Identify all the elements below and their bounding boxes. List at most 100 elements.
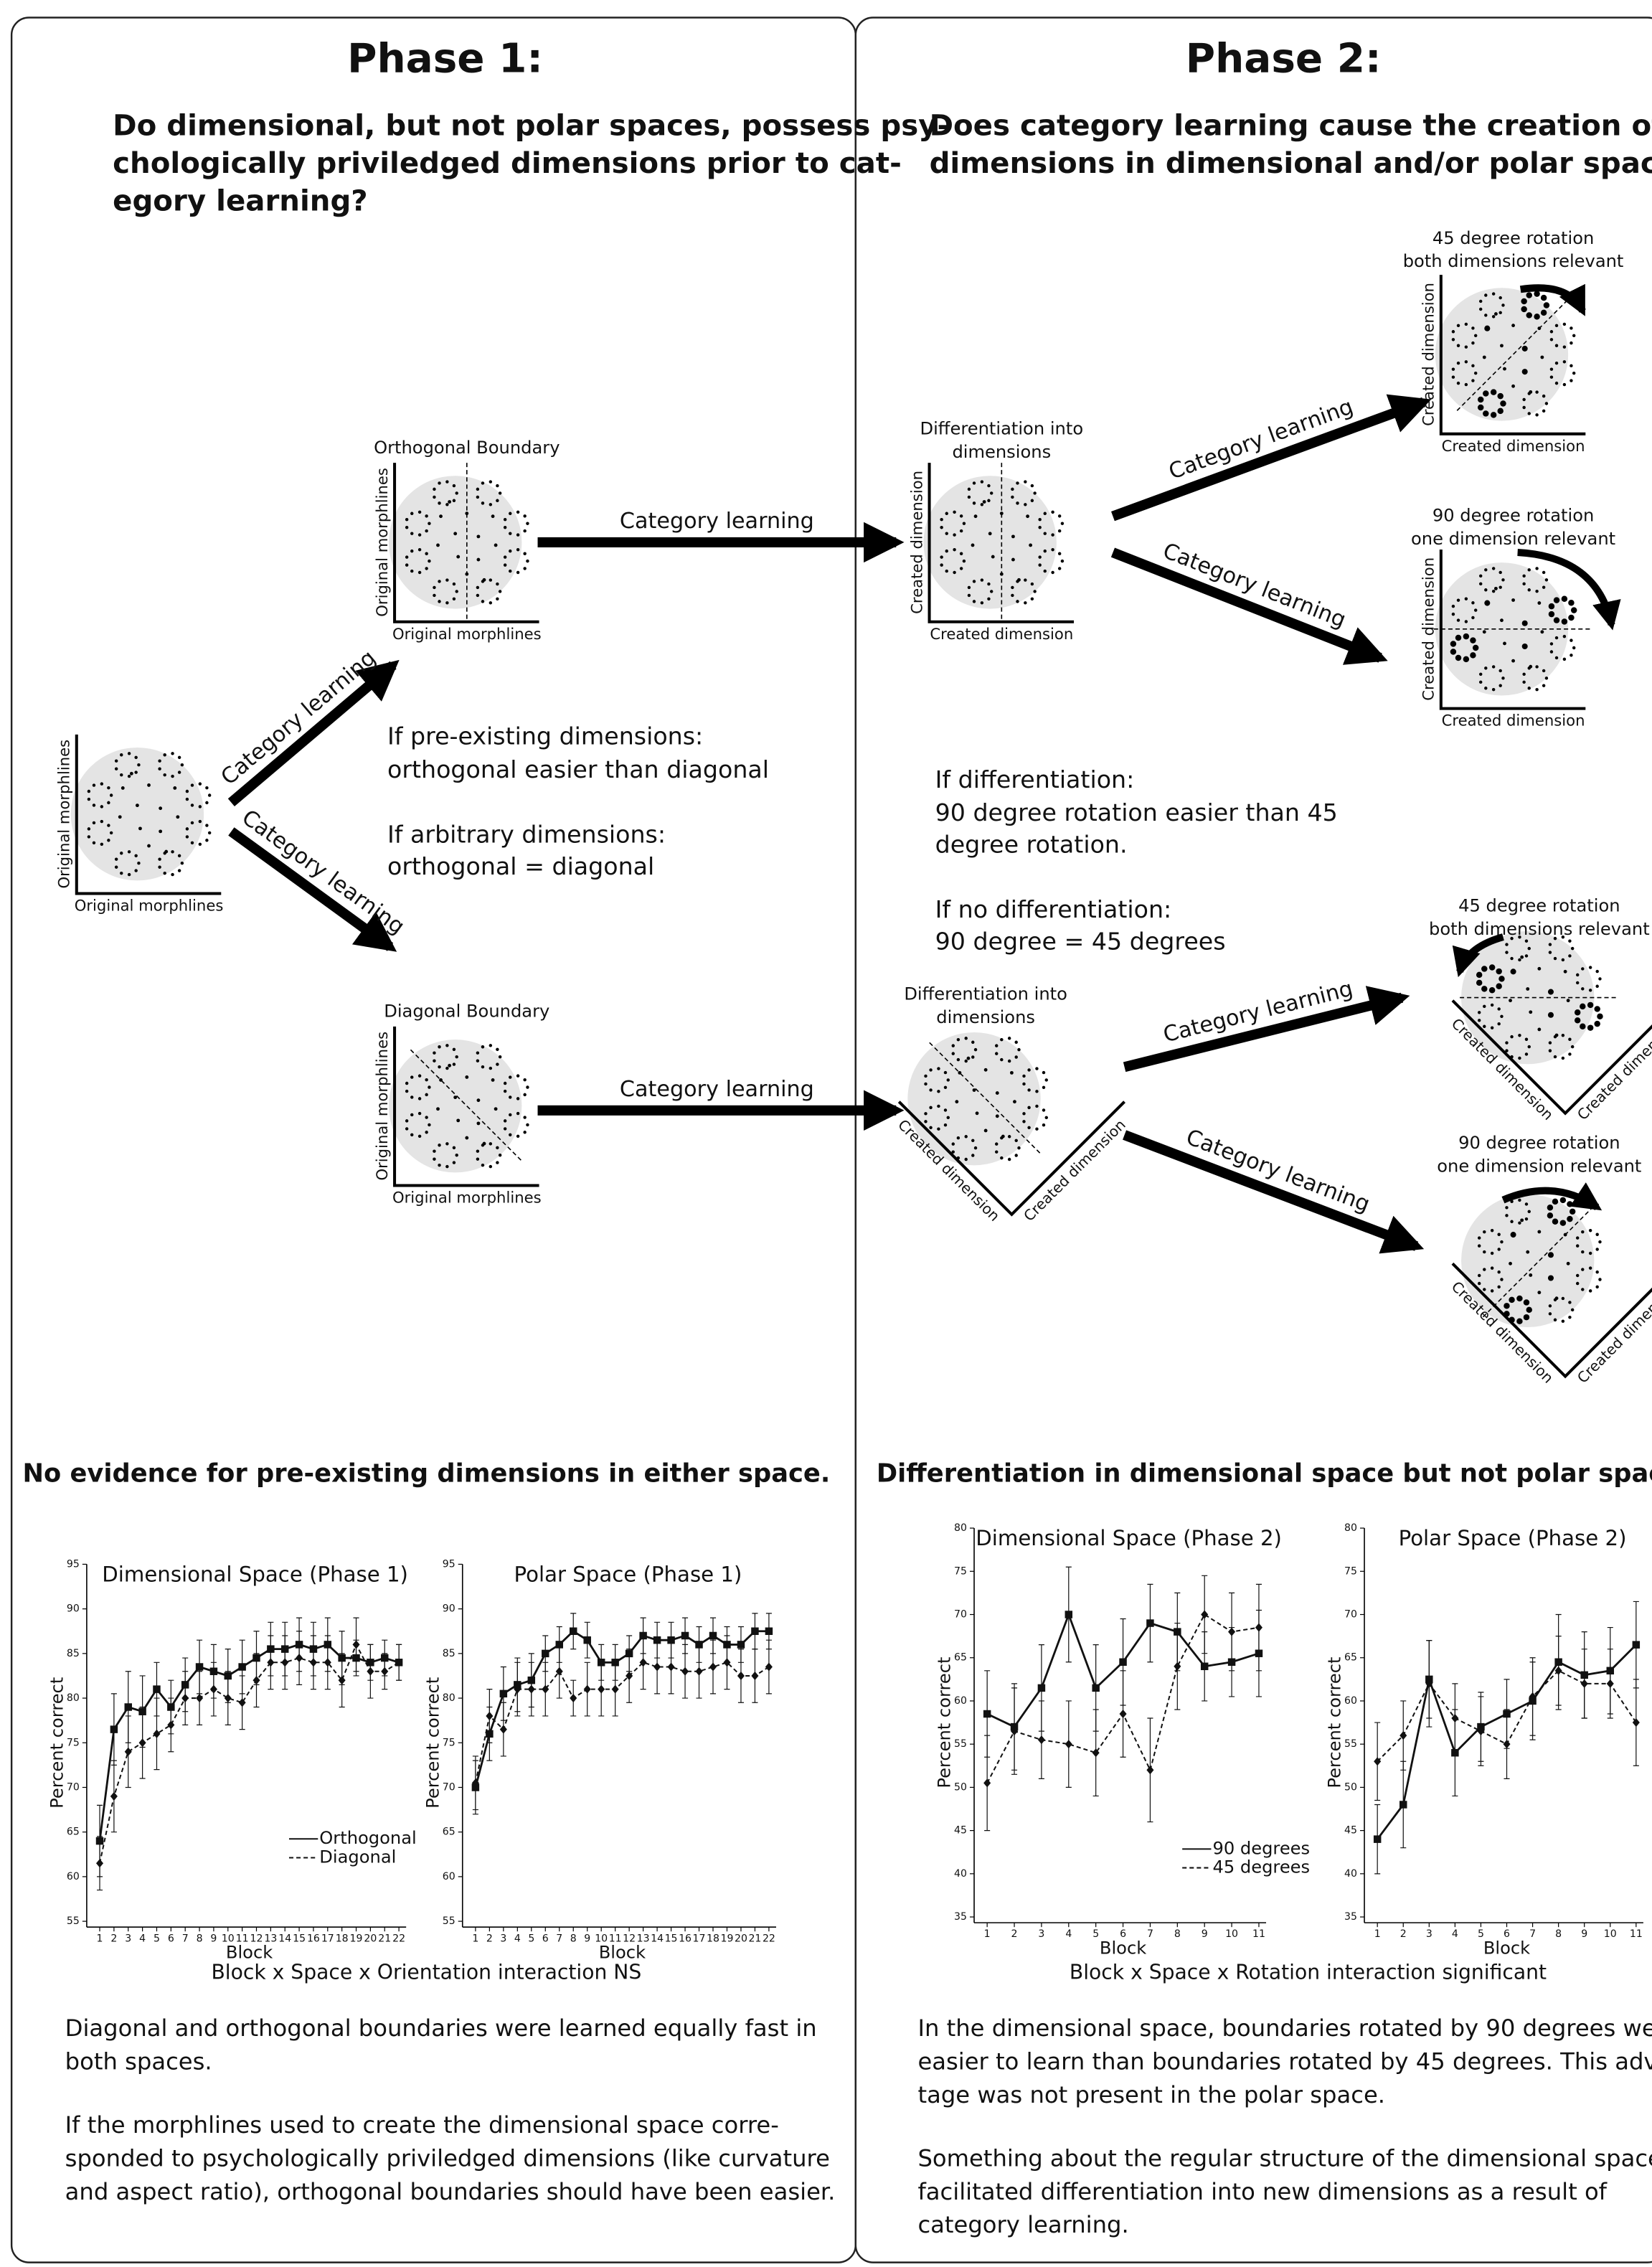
- stimulus-dot: [164, 850, 168, 854]
- stimulus-dot: [523, 1078, 526, 1081]
- stimulus-dot: [1492, 688, 1495, 691]
- stimulus-dot: [1498, 669, 1501, 672]
- stimulus-dot: [952, 1044, 955, 1047]
- stimulus-dot: [957, 1038, 960, 1041]
- stimulus-dot: [1503, 367, 1506, 371]
- stimulus-dot: [1545, 402, 1548, 405]
- chart-title: Dimensional Space (Phase 1): [102, 1563, 408, 1587]
- stimulus-dot: [491, 1078, 495, 1082]
- stimulus-dot: [516, 548, 519, 551]
- stimulus-dot: [433, 1051, 435, 1054]
- stimulus-dot: [1038, 563, 1041, 566]
- marker: [570, 1628, 577, 1635]
- stimulus-dot: [191, 842, 194, 844]
- diagram-title: 90 degree rotation: [1432, 506, 1594, 526]
- stimulus-dot: [1511, 968, 1516, 974]
- stimulus-dot: [971, 1154, 974, 1156]
- marker: [1038, 1684, 1045, 1692]
- stimulus-dot: [1478, 1236, 1481, 1239]
- stimulus-dot: [453, 1161, 456, 1164]
- stimulus-dot: [186, 790, 189, 793]
- y-tick-label: 60: [1344, 1695, 1357, 1707]
- stimulus-dot: [453, 1062, 456, 1065]
- hypothesis: If pre-existing dimensions:: [387, 722, 703, 750]
- stimulus-dot: [509, 1134, 511, 1136]
- stimulus-dot: [425, 514, 428, 517]
- stimulus-dot: [1491, 1266, 1493, 1269]
- stimulus-dot: [186, 835, 189, 838]
- stimulus-dot: [199, 843, 202, 846]
- stimulus-dot: [445, 1067, 448, 1070]
- stimulus-dot: [991, 555, 995, 559]
- question: Do dimensional, but not polar spaces, po…: [113, 109, 949, 143]
- stimulus-dot: [1491, 1289, 1493, 1292]
- y-tick-label: 50: [954, 1781, 967, 1793]
- stimulus-dot: [476, 496, 479, 499]
- arrow-label: Category learning: [237, 805, 410, 940]
- stimulus-dot: [924, 1075, 927, 1078]
- y-tick-label: 95: [67, 1558, 80, 1570]
- stimulus-dot: [191, 803, 194, 806]
- stimulus-dot: [1570, 379, 1572, 382]
- stimulus-dot: [1498, 311, 1501, 314]
- stimulus-dot: [1022, 1112, 1025, 1115]
- stimulus-dot: [1478, 1244, 1481, 1247]
- axis-label: Original morphlines: [55, 740, 73, 889]
- stimulus-dot: [481, 600, 484, 603]
- stimulus-dot: [509, 1075, 511, 1078]
- stimulus-dot: [491, 514, 495, 518]
- stimulus-dot: [410, 1134, 413, 1136]
- stimulus-dot: [1562, 958, 1564, 961]
- stimulus-dot: [1450, 649, 1456, 654]
- stimulus-dot: [1542, 669, 1545, 672]
- stimulus-dot: [88, 790, 90, 793]
- stimulus-dot: [1027, 1106, 1030, 1109]
- stimulus-dot: [965, 1158, 968, 1161]
- x-tick-label: 20: [364, 1933, 377, 1944]
- stimulus-dot: [1509, 1262, 1512, 1266]
- stimulus-dot: [456, 1118, 460, 1122]
- stimulus-dot: [1484, 687, 1487, 689]
- stimulus-dot: [1548, 1252, 1554, 1258]
- marker: [542, 1650, 549, 1657]
- stimulus-dot: [526, 1123, 529, 1126]
- stimulus-dot: [1535, 413, 1538, 416]
- marker: [737, 1641, 745, 1648]
- stimulus-dot: [1504, 1303, 1509, 1309]
- stimulus-dot: [1473, 645, 1478, 651]
- stimulus-dot: [1044, 532, 1047, 534]
- stimulus-dot: [952, 1052, 955, 1055]
- stimulus-dot: [1537, 1291, 1541, 1294]
- stimulus-dot: [1051, 511, 1054, 514]
- stimulus-dot: [1497, 1007, 1500, 1010]
- stimulus-dot: [107, 839, 110, 842]
- stimulus-dot: [1484, 568, 1487, 571]
- stimulus-dot: [1587, 1002, 1593, 1008]
- stimulus-dot: [1510, 1035, 1513, 1038]
- marker: [500, 1690, 507, 1697]
- question: chologically priviledged dimensions prio…: [113, 146, 902, 180]
- stimulus-dot: [1024, 578, 1026, 581]
- y-tick-label: 75: [443, 1737, 456, 1748]
- stimulus-dot: [1522, 369, 1528, 374]
- stimulus-dot: [523, 1116, 526, 1118]
- stimulus-dot: [1568, 1038, 1571, 1041]
- stimulus-dot: [1471, 379, 1474, 382]
- stimulus-dot: [93, 783, 95, 786]
- stimulus-dot: [1042, 1108, 1045, 1111]
- arrow: [1113, 402, 1423, 516]
- stimulus-dot: [477, 1098, 481, 1102]
- stimulus-dot: [128, 775, 131, 778]
- stimulus-dot: [509, 550, 511, 552]
- y-tick-label: 60: [67, 1871, 80, 1882]
- stimulus-dot: [1497, 393, 1503, 399]
- phase-title: Phase 1:: [347, 36, 543, 83]
- stimulus-dot: [1505, 1206, 1508, 1209]
- stimulus-dot: [1016, 481, 1019, 484]
- diagram-title: one dimension relevant: [1411, 529, 1615, 549]
- y-tick-label: 40: [1344, 1868, 1357, 1880]
- stimulus-dot: [1587, 1024, 1593, 1030]
- y-tick-label: 85: [67, 1648, 80, 1659]
- stimulus-dot: [499, 491, 501, 494]
- shaded-region: [71, 748, 204, 880]
